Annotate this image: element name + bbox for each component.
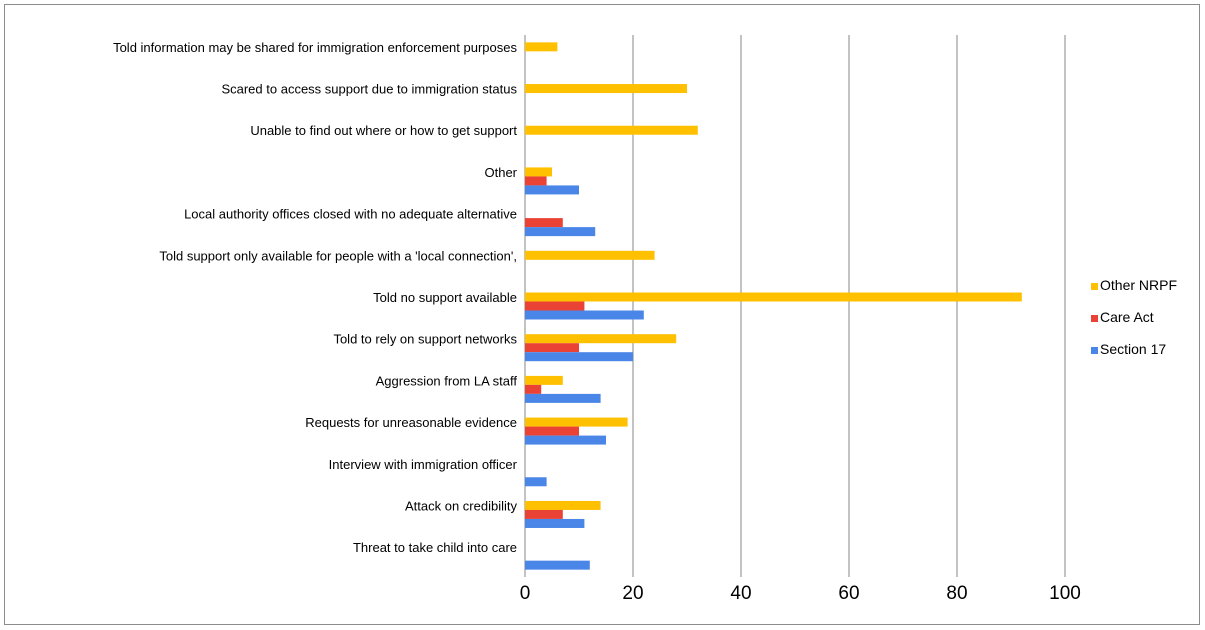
bar-care-act	[525, 218, 563, 228]
category-label: Told support only available for people w…	[159, 248, 517, 263]
bar-other-nrpf	[525, 125, 698, 135]
bar-section-17	[525, 518, 585, 528]
legend-swatch	[1091, 315, 1098, 322]
chart-frame: 0 20 40 60 80 100 Told information may be shar…	[4, 4, 1200, 625]
category-label: Told information may be shared for immig…	[113, 40, 517, 55]
bar-care-act	[525, 176, 547, 186]
x-tick-label: 40	[730, 583, 751, 604]
x-tick-label: 100	[1049, 583, 1081, 604]
bar-other-nrpf	[525, 417, 628, 427]
category-label: Other	[484, 165, 517, 180]
category-label: Local authority offices closed with no a…	[184, 207, 517, 222]
legend-label: Other NRPF	[1100, 277, 1177, 293]
category-label: Threat to take child into care	[353, 540, 517, 555]
bar-other-nrpf	[525, 292, 1022, 302]
bar-chart: 0 20 40 60 80 100 Told information may be shar…	[113, 35, 1177, 604]
bar-other-nrpf	[525, 42, 558, 52]
bar-care-act	[525, 509, 563, 519]
bar-section-17	[525, 185, 579, 195]
bar-other-nrpf	[525, 167, 552, 177]
category-label: Told to rely on support networks	[333, 332, 517, 347]
bar-section-17	[525, 227, 596, 237]
category-label: Requests for unreasonable evidence	[305, 415, 517, 430]
legend-label: Care Act	[1100, 309, 1154, 325]
bar-other-nrpf	[525, 250, 655, 260]
bar-section-17	[525, 477, 547, 487]
bar-other-nrpf	[525, 334, 677, 344]
x-tick-label: 80	[946, 583, 967, 604]
bar-section-17	[525, 352, 633, 362]
category-label: Scared to access support due to immigrat…	[221, 82, 517, 97]
category-label: Unable to find out where or how to get s…	[250, 123, 517, 138]
bar-section-17	[525, 560, 590, 570]
legend-swatch	[1091, 347, 1098, 354]
category-label: Interview with immigration officer	[329, 457, 518, 472]
bar-care-act	[525, 301, 585, 311]
bar-other-nrpf	[525, 375, 563, 385]
bar-care-act	[525, 343, 579, 353]
category-label: Attack on credibility	[405, 498, 517, 513]
bar-section-17	[525, 435, 606, 445]
x-tick-label: 20	[622, 583, 643, 604]
bar-other-nrpf	[525, 84, 687, 94]
x-tick-label: 60	[838, 583, 859, 604]
legend-swatch	[1091, 283, 1098, 290]
x-tick-label: 0	[520, 583, 531, 604]
category-label: Told no support available	[373, 290, 517, 305]
bar-care-act	[525, 384, 542, 394]
bar-section-17	[525, 310, 644, 320]
legend-label: Section 17	[1100, 341, 1166, 357]
bar-section-17	[525, 393, 601, 403]
bar-other-nrpf	[525, 500, 601, 510]
category-label: Aggression from LA staff	[376, 373, 518, 388]
bar-care-act	[525, 426, 579, 436]
